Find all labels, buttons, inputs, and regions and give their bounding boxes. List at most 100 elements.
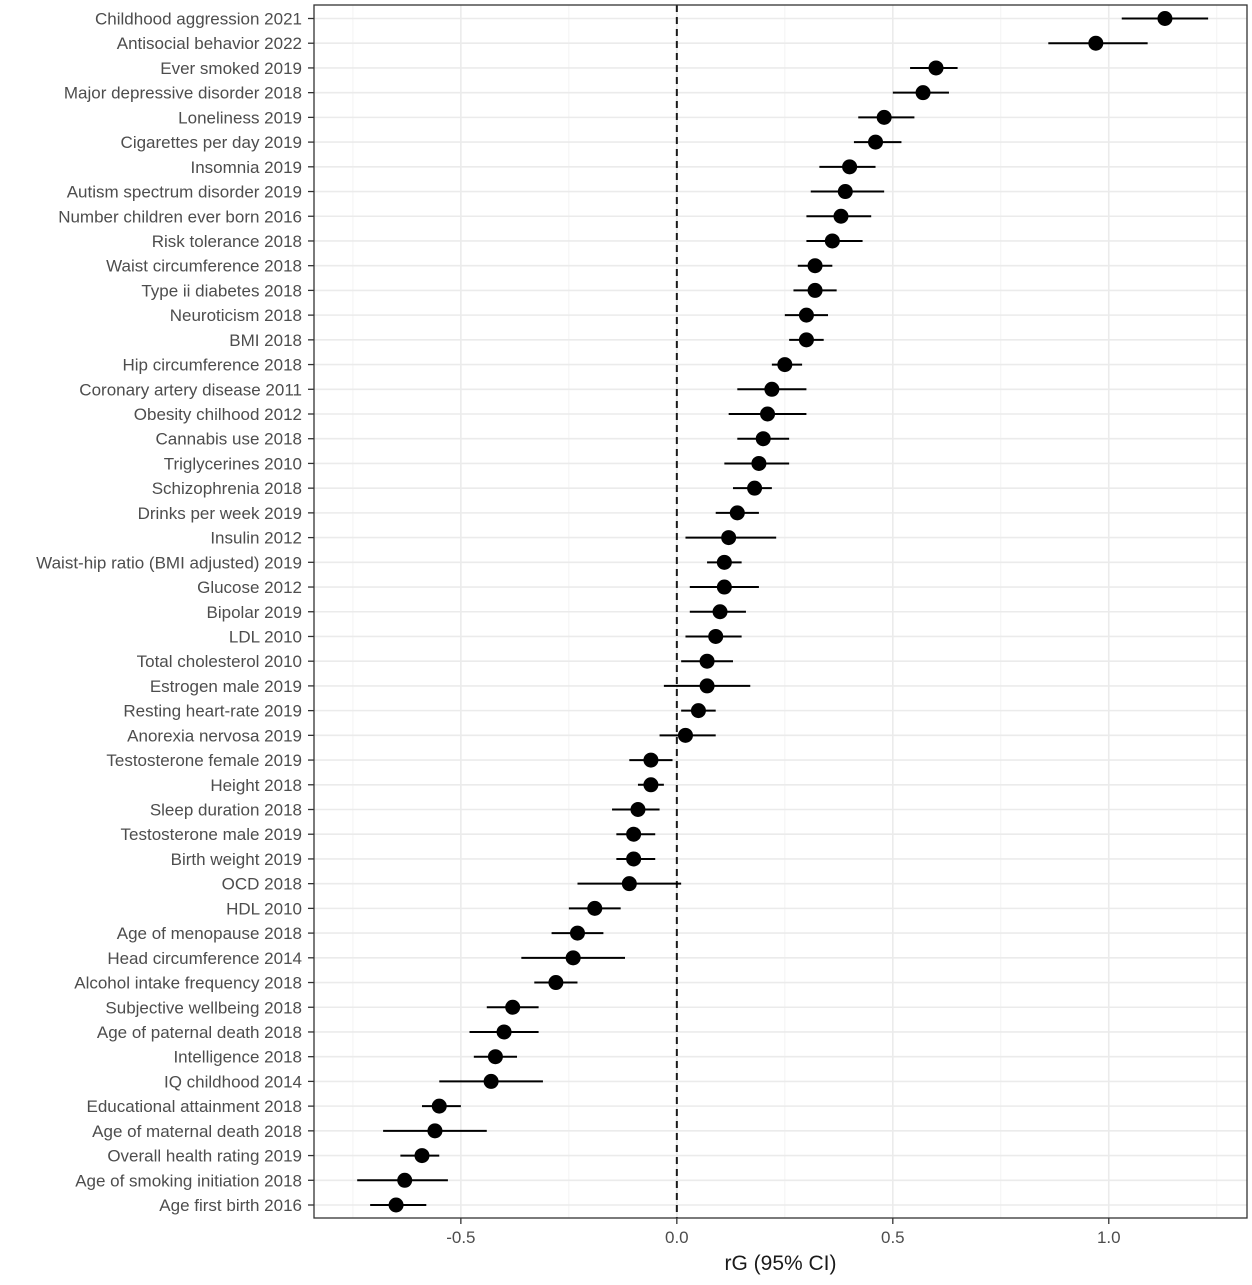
estimate-point: [708, 628, 724, 644]
estimate-point: [621, 876, 637, 892]
estimate-point: [751, 455, 767, 471]
trait-label: Sleep duration 2018: [150, 801, 302, 820]
trait-label: HDL 2010: [226, 899, 302, 918]
trait-label: LDL 2010: [229, 627, 302, 646]
trait-label: Major depressive disorder 2018: [64, 84, 302, 103]
estimate-point: [569, 925, 585, 941]
trait-label: Total cholesterol 2010: [137, 652, 302, 671]
trait-label: Childhood aggression 2021: [95, 10, 302, 29]
estimate-point: [842, 159, 858, 175]
x-tick-label: 1.0: [1097, 1228, 1121, 1247]
estimate-point: [565, 950, 581, 966]
estimate-point: [798, 332, 814, 348]
trait-label: Hip circumference 2018: [122, 356, 302, 375]
trait-label: Neuroticism 2018: [170, 306, 302, 325]
estimate-point: [699, 678, 715, 694]
x-tick-label: -0.5: [446, 1228, 475, 1247]
trait-label: Age of maternal death 2018: [92, 1122, 302, 1141]
estimate-point: [747, 480, 763, 496]
trait-label: Cigarettes per day 2019: [121, 133, 302, 152]
estimate-point: [699, 653, 715, 669]
trait-label: Waist-hip ratio (BMI adjusted) 2019: [36, 553, 302, 572]
estimate-point: [630, 802, 646, 817]
estimate-point: [548, 975, 564, 991]
trait-label: Antisocial behavior 2022: [117, 34, 302, 53]
trait-label: Testosterone male 2019: [121, 825, 302, 844]
trait-label: Autism spectrum disorder 2019: [67, 183, 302, 202]
estimate-point: [505, 999, 521, 1015]
trait-label: Obesity chilhood 2012: [134, 405, 302, 424]
trait-label: Loneliness 2019: [178, 108, 302, 127]
trait-label: Drinks per week 2019: [138, 504, 302, 523]
trait-label: Resting heart-rate 2019: [123, 702, 302, 721]
x-tick-label: 0.5: [881, 1228, 905, 1247]
estimate-point: [1157, 11, 1173, 26]
trait-label: Head circumference 2014: [107, 949, 302, 968]
data-marks: [357, 11, 1209, 1213]
estimate-point: [824, 233, 840, 249]
trait-label: Age of smoking initiation 2018: [75, 1171, 302, 1190]
trait-label: Age of paternal death 2018: [97, 1023, 302, 1042]
estimate-point: [760, 406, 776, 422]
x-axis-title: rG (95% CI): [724, 1252, 836, 1275]
trait-label: Bipolar 2019: [207, 603, 302, 622]
estimate-point: [388, 1197, 404, 1213]
x-tick-label: 0.0: [665, 1228, 689, 1247]
trait-label: Schizophrenia 2018: [152, 479, 302, 498]
trait-label: Age first birth 2016: [159, 1196, 302, 1215]
trait-label: Estrogen male 2019: [150, 677, 302, 696]
estimate-point: [431, 1098, 447, 1114]
estimate-point: [483, 1073, 499, 1089]
panel-border: [313, 4, 1248, 1219]
estimate-point: [677, 727, 693, 743]
trait-label: Number children ever born 2016: [58, 207, 302, 226]
trait-label: Cannabis use 2018: [155, 430, 302, 449]
estimate-point: [721, 530, 737, 546]
estimate-point: [496, 1024, 512, 1040]
trait-label: Educational attainment 2018: [87, 1097, 303, 1116]
trait-label: Alcohol intake frequency 2018: [74, 974, 302, 993]
trait-label: OCD 2018: [222, 875, 302, 894]
estimate-point: [626, 826, 642, 842]
estimate-point: [777, 357, 793, 373]
estimate-point: [807, 258, 823, 274]
estimate-point: [833, 208, 849, 224]
trait-label: Intelligence 2018: [173, 1048, 302, 1067]
trait-label: BMI 2018: [229, 331, 302, 350]
estimate-point: [712, 604, 728, 620]
estimate-point: [915, 85, 931, 101]
trait-label: Coronary artery disease 2011: [79, 380, 302, 399]
estimate-point: [626, 851, 642, 867]
estimate-point: [487, 1049, 503, 1065]
estimate-point: [414, 1148, 430, 1164]
estimate-point: [807, 282, 823, 298]
estimate-point: [397, 1172, 413, 1188]
trait-label: Risk tolerance 2018: [152, 232, 302, 251]
plot-panel: [313, 4, 1248, 1219]
estimate-point: [716, 554, 732, 570]
grid-lines: [314, 5, 1247, 1218]
trait-label: Height 2018: [210, 776, 302, 795]
trait-label: Age of menopause 2018: [117, 924, 302, 943]
trait-label: Triglycerines 2010: [164, 454, 302, 473]
trait-label: Anorexia nervosa 2019: [127, 726, 302, 745]
trait-label-group: Childhood aggression 2021 Antisocial beha…: [36, 10, 314, 1215]
estimate-point: [716, 579, 732, 595]
estimate-point: [643, 752, 659, 768]
trait-label: Type ii diabetes 2018: [141, 281, 302, 300]
estimate-point: [690, 703, 706, 719]
estimate-point: [837, 184, 853, 200]
estimate-point: [764, 381, 780, 397]
estimate-point: [729, 505, 745, 521]
x-axis: -0.5 0.0 0.5 1.0: [446, 1218, 1121, 1247]
trait-label: Waist circumference 2018: [106, 257, 302, 276]
trait-label: Insomnia 2019: [190, 158, 302, 177]
estimate-point: [798, 307, 814, 323]
estimate-point: [643, 777, 659, 793]
estimate-point: [928, 60, 944, 76]
estimate-point: [755, 431, 771, 447]
estimate-point: [876, 109, 892, 125]
trait-label: Ever smoked 2019: [160, 59, 302, 78]
